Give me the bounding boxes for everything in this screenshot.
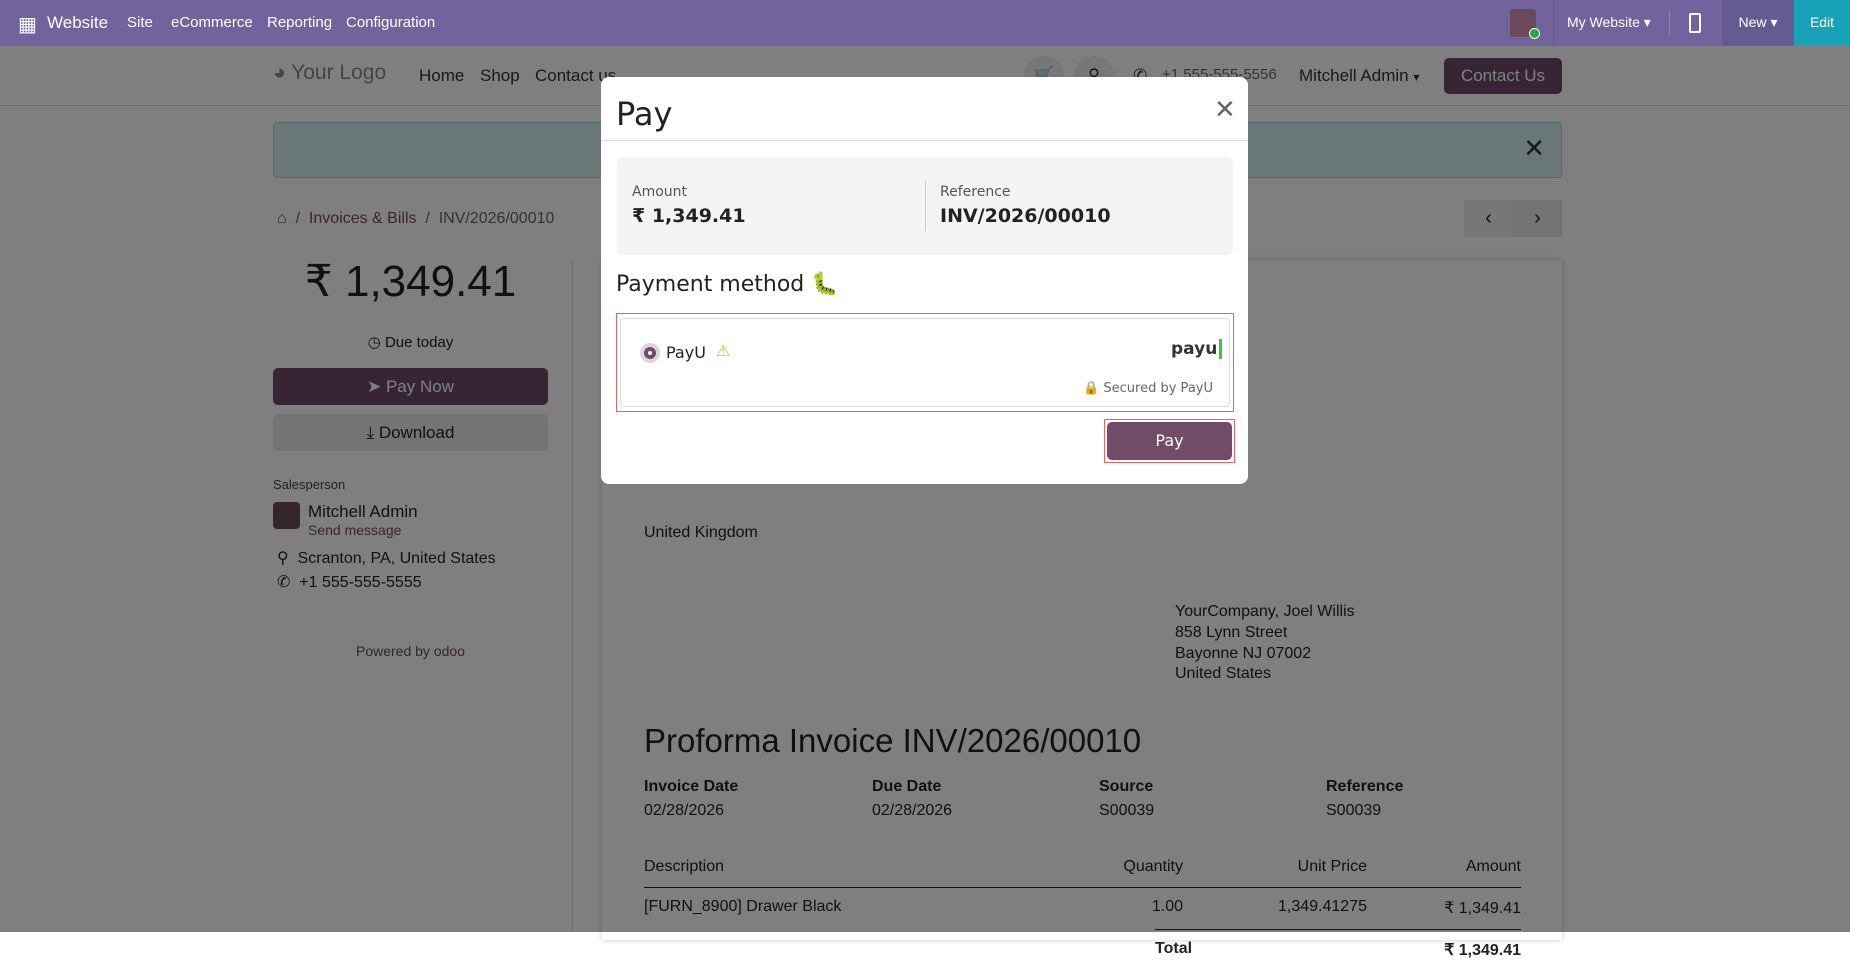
apps-grid-icon[interactable]: ▦ <box>18 14 37 36</box>
caret-down-icon: ▾ <box>1770 14 1778 30</box>
secured-by: 🔒 Secured by PayU <box>1083 381 1213 396</box>
dialog-title: Pay <box>616 95 673 133</box>
secured-text: Secured by PayU <box>1103 381 1213 396</box>
provider-name: PayU <box>666 343 706 362</box>
new-button[interactable]: New ▾ <box>1722 0 1794 46</box>
payment-radio[interactable] <box>640 343 660 363</box>
reference-label: Reference <box>940 184 1011 200</box>
payment-method-title: Payment method 🐛 <box>616 272 839 297</box>
amount-value: ₹ 1,349.41 <box>632 205 746 227</box>
pay-dialog: Pay ✕ Amount ₹ 1,349.41 Reference INV/20… <box>601 77 1248 484</box>
mobile-preview-icon[interactable] <box>1689 13 1701 33</box>
top-navbar: ▦ Website Site eCommerce Reporting Confi… <box>0 0 1850 46</box>
menu-ecommerce[interactable]: eCommerce <box>171 14 253 31</box>
bug-icon: 🐛 <box>811 272 839 297</box>
total-amount: ₹ 1,349.41 <box>1444 942 1521 959</box>
caret-down-icon: ▾ <box>1643 14 1651 30</box>
online-status-icon <box>1529 28 1540 39</box>
app-name[interactable]: Website <box>47 13 109 32</box>
payment-summary: Amount ₹ 1,349.41 Reference INV/2026/000… <box>617 157 1233 255</box>
payment-option-highlight: PayU ⚠ payu 🔒 Secured by PayU <box>616 313 1234 412</box>
website-selector-label: My Website <box>1567 14 1640 30</box>
menu-configuration[interactable]: Configuration <box>346 14 436 31</box>
new-label: New <box>1738 14 1767 30</box>
payu-logo: payu <box>1171 339 1223 359</box>
menu-site[interactable]: Site <box>127 14 153 31</box>
total-label: Total <box>1155 940 1193 957</box>
close-icon[interactable]: ✕ <box>1214 95 1236 125</box>
website-selector[interactable]: My Website ▾ <box>1567 14 1651 31</box>
menu-reporting[interactable]: Reporting <box>267 14 333 31</box>
warning-icon: ⚠ <box>716 341 731 360</box>
edit-button[interactable]: Edit <box>1794 0 1850 46</box>
amount-label: Amount <box>632 184 688 200</box>
lock-icon: 🔒 <box>1083 381 1100 396</box>
payment-option-payu[interactable]: PayU ⚠ payu 🔒 Secured by PayU <box>620 318 1230 407</box>
pay-button[interactable]: Pay <box>1107 422 1232 460</box>
user-avatar[interactable] <box>1510 9 1540 39</box>
payment-method-label: Payment method <box>616 272 805 297</box>
reference-value: INV/2026/00010 <box>940 205 1111 227</box>
pay-button-highlight: Pay <box>1104 419 1235 463</box>
